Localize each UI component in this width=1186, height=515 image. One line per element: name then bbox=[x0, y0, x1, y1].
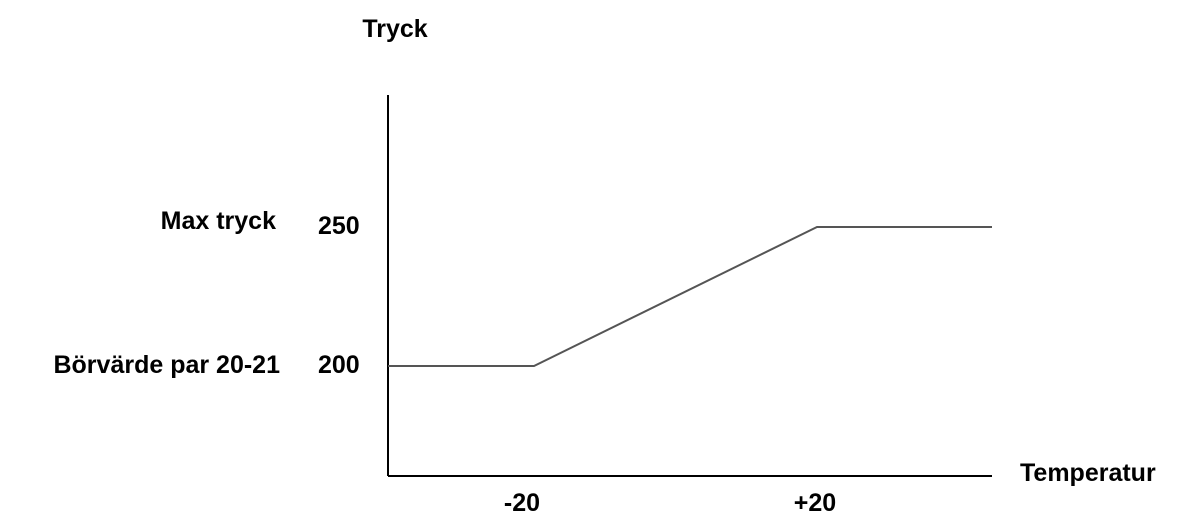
y-tick-label-250: 250 bbox=[318, 212, 360, 240]
y-axis-label: Tryck bbox=[362, 15, 427, 43]
series-line bbox=[388, 226, 992, 367]
setpoint-annotation: Börvärde par 20-21 bbox=[53, 351, 280, 379]
y-tick-label-200: 200 bbox=[318, 351, 360, 379]
x-axis-label: Temperatur bbox=[1020, 459, 1156, 487]
x-tick-label-plus-20: +20 bbox=[794, 489, 836, 515]
max-pressure-annotation: Max tryck bbox=[161, 207, 276, 235]
x-tick-label-minus-20: -20 bbox=[504, 489, 540, 515]
